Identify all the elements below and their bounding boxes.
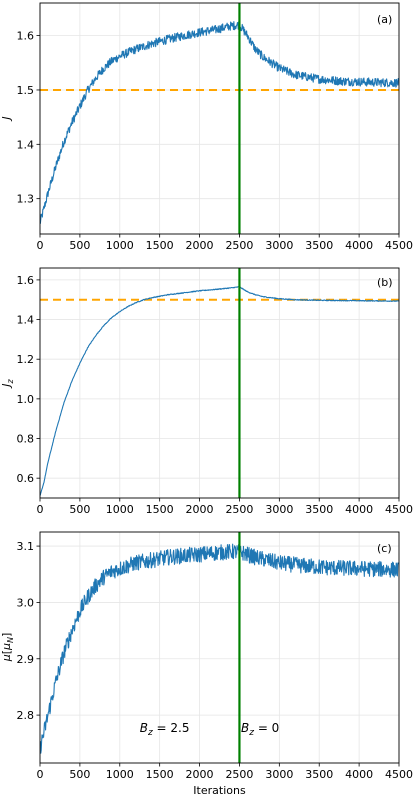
y-axis-label: J — [0, 116, 13, 121]
x-tick-label: 0 — [37, 768, 44, 781]
x-tick-label: 4500 — [385, 239, 413, 252]
x-tick-label: 2500 — [225, 239, 253, 252]
y-tick-label: 2.8 — [17, 709, 35, 722]
x-tick-label: 0 — [37, 239, 44, 252]
y-tick-label: 2.9 — [17, 653, 35, 666]
x-tick-label: 3500 — [305, 768, 333, 781]
y-tick-label: 1.6 — [17, 30, 35, 43]
x-tick-label: 2000 — [186, 768, 214, 781]
field-annotation: Bz = 2.5 — [140, 721, 190, 738]
panel-b: 0 500 1000 1500 2000 2500 3000 3500 4000 4500 0.6 0… — [0, 267, 413, 516]
y-tick-label: 1.5 — [17, 84, 35, 97]
y-tick-label: 1.4 — [17, 314, 35, 327]
y-axis-label: Jz — [0, 378, 15, 388]
x-tick-label: 2000 — [186, 503, 214, 516]
x-tick-label: 3000 — [265, 239, 293, 252]
y-tick-label: 1.6 — [17, 274, 35, 287]
x-tick-label: 1000 — [106, 768, 134, 781]
x-tick-label: 3000 — [265, 503, 293, 516]
axes-frame — [39, 2, 400, 235]
y-tick-label: 1.2 — [17, 353, 35, 366]
y-axis-label: μ[μN] — [0, 633, 15, 663]
x-tick-label: 2500 — [225, 503, 253, 516]
x-tick-label: 500 — [69, 503, 90, 516]
x-tick-label: 4500 — [385, 503, 413, 516]
x-tick-label: 3000 — [265, 768, 293, 781]
y-tick-label: 3.0 — [17, 596, 35, 609]
x-tick-label: 1000 — [106, 239, 134, 252]
panel-label: (c) — [377, 542, 392, 555]
x-tick-label: 4000 — [345, 503, 373, 516]
x-tick-label: 3500 — [305, 239, 333, 252]
y-tick-label: 0.8 — [17, 433, 35, 446]
y-tick-label: 1.4 — [17, 138, 35, 151]
x-tick-label: 500 — [69, 768, 90, 781]
x-tick-label: 4000 — [345, 239, 373, 252]
y-tick-label: 1.0 — [17, 393, 35, 406]
x-tick-label: 3500 — [305, 503, 333, 516]
axes-frame — [39, 267, 400, 499]
series-line — [40, 21, 399, 224]
x-tick-label: 1500 — [146, 239, 174, 252]
x-tick-label: 1500 — [146, 503, 174, 516]
x-tick-label: 4000 — [345, 768, 373, 781]
field-annotation: Bz = 0 — [241, 721, 279, 738]
x-tick-label: 0 — [37, 503, 44, 516]
y-tick-label: 0.6 — [17, 472, 35, 485]
x-axis-label: Iterations — [193, 784, 246, 797]
x-tick-label: 1000 — [106, 503, 134, 516]
panel-label: (b) — [377, 276, 393, 289]
y-tick-label: 1.3 — [17, 193, 35, 206]
series-line — [40, 286, 399, 496]
panel-label: (a) — [377, 13, 392, 26]
series-line — [40, 543, 399, 754]
x-tick-label: 500 — [69, 239, 90, 252]
x-tick-label: 2500 — [225, 768, 253, 781]
x-tick-label: 1500 — [146, 768, 174, 781]
panel-c: 0 500 1000 1500 2000 2500 3000 3500 4000 4500 2.8 2… — [0, 531, 413, 797]
y-tick-label: 3.1 — [17, 540, 35, 553]
x-tick-label: 2000 — [186, 239, 214, 252]
x-tick-label: 4500 — [385, 768, 413, 781]
panel-a: 0 500 1000 1500 2000 2500 3000 3500 4000 4500 1.3 1… — [0, 2, 413, 252]
axes-frame — [39, 531, 400, 764]
